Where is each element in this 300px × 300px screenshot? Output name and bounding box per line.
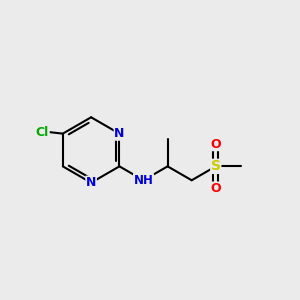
Text: O: O xyxy=(211,182,221,195)
Text: Cl: Cl xyxy=(36,125,49,139)
Text: N: N xyxy=(86,176,96,189)
Text: NH: NH xyxy=(134,174,154,187)
Text: N: N xyxy=(114,127,124,140)
Text: O: O xyxy=(211,138,221,151)
Text: S: S xyxy=(211,159,221,173)
